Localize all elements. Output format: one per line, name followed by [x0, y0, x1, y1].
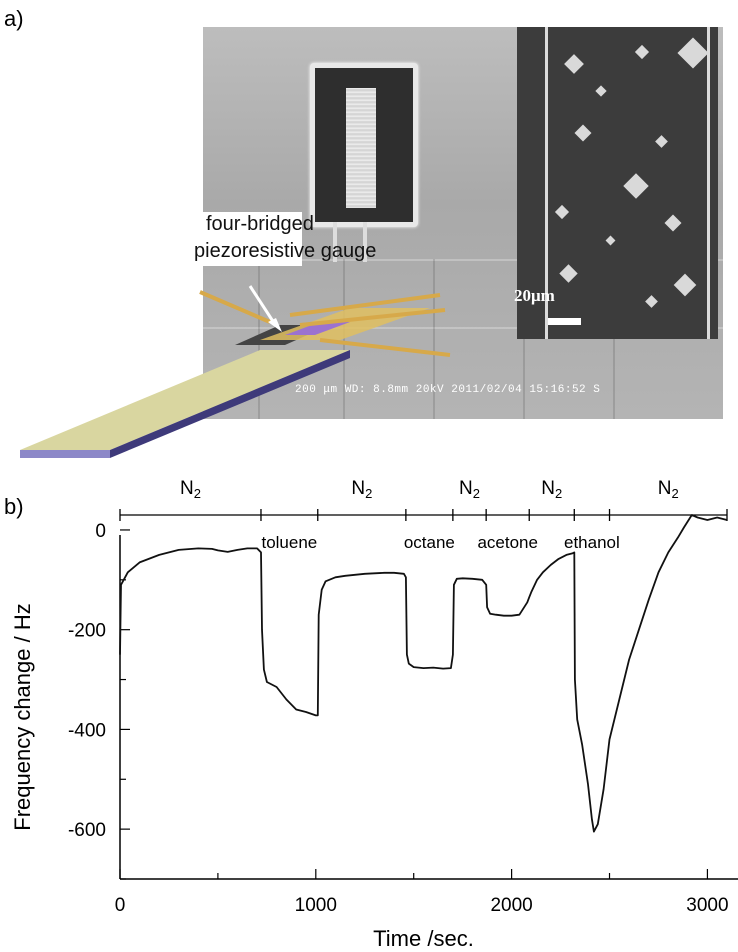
frequency-chart: N2 toluene N2 octane N2 acetone N2 ethanol N2 0 1… — [10, 478, 738, 951]
panel-b-label: b) — [4, 494, 24, 519]
x-tick-label: 1000 — [295, 895, 337, 916]
chart-axes: 0 1000 2000 3000 0 -200 -400 -600 — [68, 521, 738, 916]
scalebar — [548, 318, 581, 325]
y-tick-label: -400 — [68, 720, 106, 741]
gas-label-toluene: toluene — [261, 533, 317, 552]
gas-timeline: N2 toluene N2 octane N2 acetone N2 ethanol N2 — [119, 478, 728, 552]
y-axis-label: Frequency change / Hz — [10, 603, 35, 830]
y-tick-label: -600 — [68, 820, 106, 841]
sem-info-footer: 200 μm WD: 8.8mm 20kV 2011/02/04 15:16:5… — [295, 384, 601, 396]
gas-label-n2: N2 — [459, 478, 480, 501]
x-axis-label: Time /sec. — [373, 926, 474, 951]
gas-label-n2: N2 — [658, 478, 679, 501]
y-tick-label: 0 — [95, 521, 106, 542]
panel-a-label: a) — [4, 6, 24, 31]
series-group — [119, 514, 728, 833]
gas-label-octane: octane — [404, 533, 455, 552]
gas-label-n2: N2 — [541, 478, 562, 501]
sem-inset-image — [517, 27, 718, 339]
x-tick-label: 3000 — [686, 895, 728, 916]
gas-label-acetone: acetone — [477, 533, 538, 552]
sem-cantilever-chip — [310, 63, 418, 262]
gas-label-n2: N2 — [180, 478, 201, 501]
y-tick-label: -200 — [68, 621, 106, 642]
callout-label-line1: four-bridged — [206, 213, 314, 235]
scalebar-label: 20μm — [514, 286, 555, 305]
cantilever-illustration — [20, 285, 451, 458]
x-tick-label: 2000 — [490, 895, 532, 916]
series-line-0 — [119, 514, 728, 833]
gas-label-n2: N2 — [351, 478, 372, 501]
callout-label-line2: piezoresistive gauge — [194, 240, 377, 262]
gas-label-ethanol: ethanol — [564, 533, 620, 552]
callout-background — [190, 212, 302, 266]
x-tick-label: 0 — [115, 895, 126, 916]
